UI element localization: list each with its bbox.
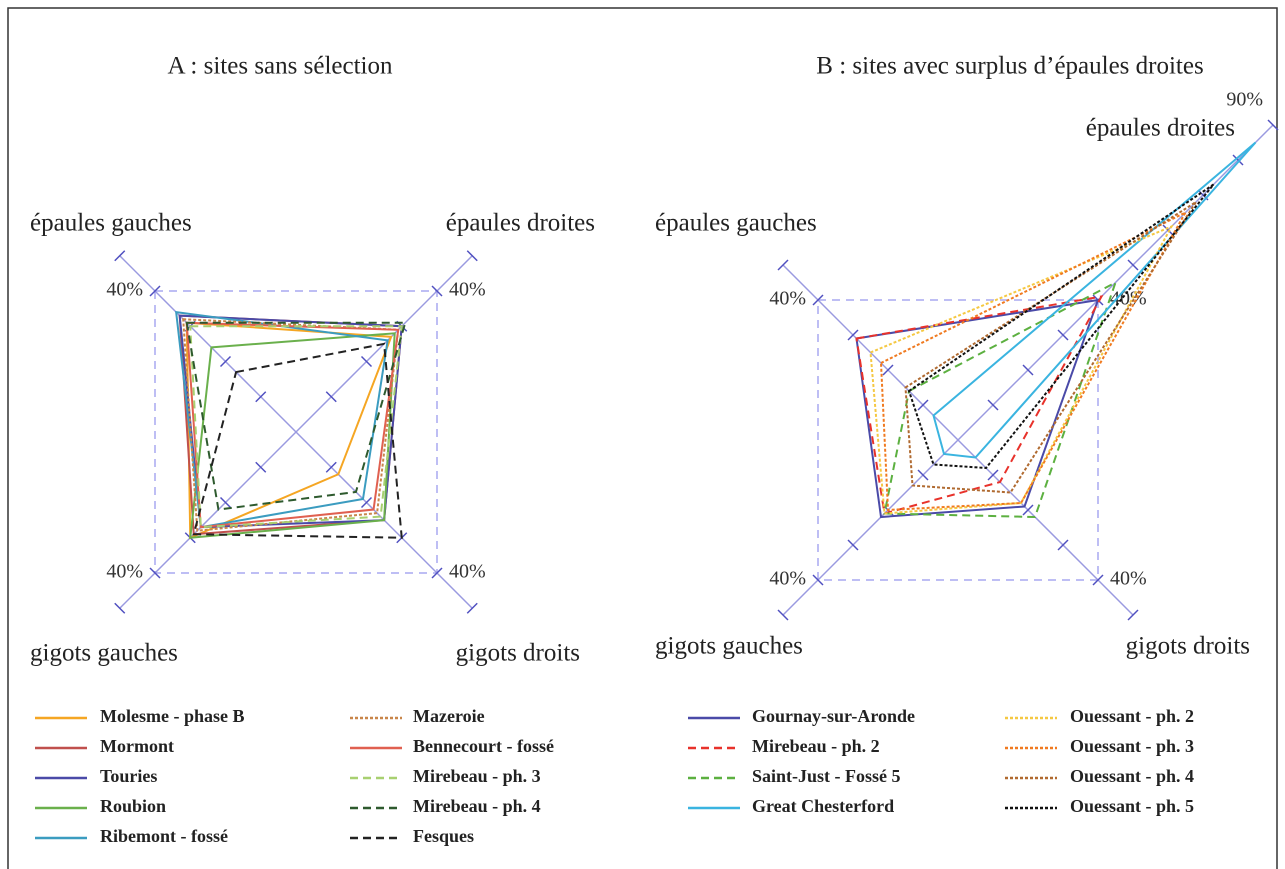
series-polygon — [879, 210, 1188, 512]
chart-title: B : sites avec surplus d’épaules droites — [816, 53, 1203, 80]
series-polygon — [883, 280, 1118, 519]
axis-tick — [255, 461, 267, 473]
axis-tick — [847, 329, 859, 341]
axis-tick — [812, 574, 824, 586]
legend-label: Mazeroie — [413, 706, 485, 726]
axis-tick — [777, 609, 789, 621]
axis-tick — [325, 391, 337, 403]
legend-label: Bennecourt - fossé — [413, 736, 554, 756]
r-tick-label: 40% — [449, 561, 486, 583]
axis-tick — [114, 602, 126, 614]
axis-label: gigots droits — [456, 640, 580, 667]
series-polygon — [185, 321, 400, 529]
legend-label: Mirebeau - ph. 2 — [752, 736, 880, 756]
axis-label: gigots gauches — [655, 633, 803, 660]
series-polygon — [907, 183, 1215, 470]
series-polygon — [189, 325, 403, 529]
legend-label: Mormont — [100, 736, 174, 756]
r-tick-label: 40% — [769, 568, 806, 590]
axis-tick — [149, 567, 161, 579]
series-polygon — [855, 295, 1104, 515]
axis-tick — [777, 259, 789, 271]
axis-tick — [431, 567, 443, 579]
axis-tick — [255, 391, 267, 403]
legend-label: Ouessant - ph. 2 — [1070, 706, 1194, 726]
r-tick-label: 40% — [106, 561, 143, 583]
axis-label: épaules droites — [446, 210, 595, 237]
series-polygon — [185, 321, 407, 511]
axis-tick — [114, 250, 126, 262]
axis-tick — [882, 364, 894, 376]
series-polygon — [904, 201, 1197, 494]
axis-tick — [466, 602, 478, 614]
r-tick-label: 40% — [1110, 568, 1147, 590]
frame — [7, 7, 1278, 869]
axis-tick — [431, 285, 443, 297]
axis-label: gigots gauches — [30, 640, 178, 667]
axis-line — [782, 439, 959, 616]
axis-tick — [1022, 504, 1034, 516]
axis-tick — [917, 399, 929, 411]
axis-tick — [219, 496, 232, 509]
axis-tick — [1057, 329, 1069, 341]
legend-label: Ouessant - ph. 4 — [1070, 766, 1194, 786]
axis-line — [957, 439, 1134, 616]
legend-label: Ribemont - fossé — [100, 826, 228, 846]
axis-label: épaules gauches — [655, 210, 817, 237]
series-polygon — [182, 318, 400, 532]
axis-line — [119, 431, 297, 609]
legend-label: Saint-Just - Fossé 5 — [752, 766, 901, 786]
chart-title: A : sites sans sélection — [168, 53, 393, 80]
axis-tick — [360, 496, 373, 509]
legend-label: Touries — [100, 766, 157, 786]
series-polygon — [855, 298, 1100, 519]
legend-label: Ouessant - ph. 3 — [1070, 736, 1194, 756]
legend-label: Great Chesterford — [752, 796, 894, 816]
axis-tick — [1267, 119, 1279, 131]
axis-tick — [149, 285, 161, 297]
legend-label: Mirebeau - ph. 3 — [413, 766, 541, 786]
axis-tick — [360, 355, 373, 368]
axis-label: gigots droits — [1126, 633, 1250, 660]
axis-tick — [1232, 154, 1244, 166]
r-tick-label: 40% — [769, 288, 806, 310]
r-tick-label: 40% — [449, 279, 486, 301]
legend-label: Fesques — [413, 826, 474, 846]
axis-line — [957, 124, 1274, 441]
legend-label: Roubion — [100, 796, 166, 816]
legend-label: Ouessant - ph. 5 — [1070, 796, 1194, 816]
axis-tick — [325, 461, 337, 473]
axis-tick — [466, 250, 478, 262]
axis-tick — [847, 539, 859, 551]
axis-label: épaules droites — [1086, 115, 1235, 142]
series-polygon — [192, 342, 403, 539]
axis-label: épaules gauches — [30, 210, 192, 237]
legend-label: Molesme - phase B — [100, 706, 244, 726]
axis-tick — [987, 469, 999, 481]
axis-tick — [917, 469, 929, 481]
axis-tick — [219, 355, 232, 368]
r-tick-label: 40% — [106, 279, 143, 301]
axis-tick — [1057, 539, 1069, 551]
legend-label: Gournay-sur-Aronde — [752, 706, 915, 726]
axis-tick — [812, 294, 824, 306]
axis-tick — [1127, 609, 1139, 621]
axis-tick — [1162, 224, 1174, 236]
axis-line — [119, 255, 297, 433]
r-tick-label: 90% — [1226, 89, 1263, 111]
series-polygon — [869, 224, 1174, 515]
axis-tick — [1127, 259, 1139, 271]
axis-tick — [1092, 574, 1104, 586]
axis-tick — [987, 399, 999, 411]
axis-tick — [1022, 364, 1034, 376]
legend-label: Mirebeau - ph. 4 — [413, 796, 541, 816]
